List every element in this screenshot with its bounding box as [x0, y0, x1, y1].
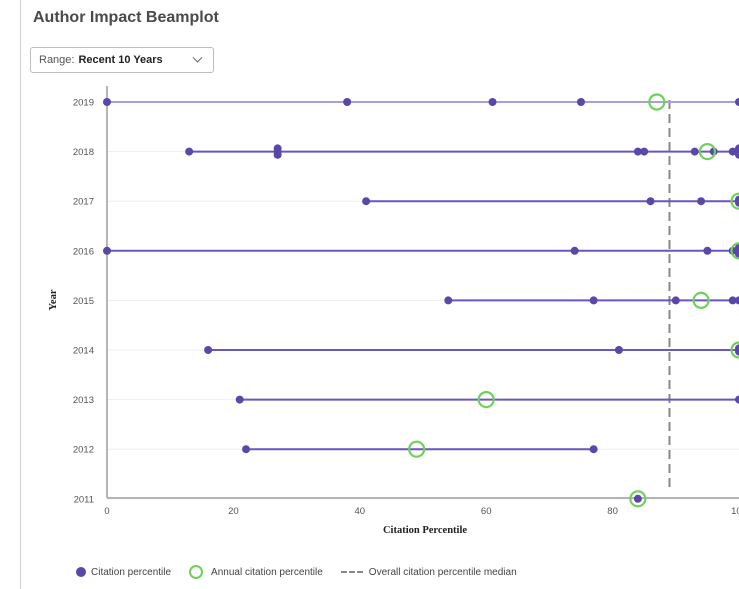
range-dropdown[interactable]: Range: Recent 10 Years: [30, 47, 214, 73]
range-value: Recent 10 Years: [78, 54, 163, 66]
annual-ring: [648, 93, 666, 111]
citation-point: [488, 98, 497, 106]
citation-point: [614, 346, 623, 354]
annual-ring: [408, 440, 426, 458]
citation-point: [577, 98, 585, 106]
annual-ring: [692, 291, 710, 309]
x-tick-label: 80: [607, 506, 618, 517]
citation-point: [185, 147, 194, 156]
citation-point: [728, 296, 737, 305]
legend-item-citation: Citation percentile: [76, 567, 171, 578]
citation-point: [633, 494, 642, 503]
x-tick-label: 60: [481, 506, 492, 517]
y-tick-label: 2018: [73, 147, 94, 158]
citation-point: [697, 197, 706, 206]
y-tick-label: 2016: [73, 246, 94, 257]
annual-ring: [730, 242, 739, 260]
legend-citation-label: Citation percentile: [91, 566, 172, 578]
citation-point: [735, 395, 739, 404]
citation-point: [703, 246, 712, 255]
y-tick-label: 2015: [73, 296, 94, 307]
range-label: Range:: [39, 54, 75, 66]
annual-ring: [730, 341, 739, 359]
citation-point: [633, 147, 642, 156]
y-tick-label: 2019: [73, 98, 94, 109]
x-tick-label: 100: [731, 506, 739, 517]
legend-item-median: Overall citation percentile median: [340, 566, 517, 578]
citation-point: [570, 246, 579, 255]
x-axis-title: Citation Percentile: [383, 525, 467, 536]
annual-ring: [730, 192, 739, 210]
citation-point: [728, 147, 737, 156]
citation-point: [589, 296, 598, 305]
annual-ring: [698, 143, 717, 161]
citation-point: [735, 296, 739, 305]
y-tick-label: 2012: [73, 445, 94, 456]
citation-point: [735, 250, 739, 258]
citation-point: [343, 98, 352, 106]
citation-point: [671, 296, 680, 305]
legend-median-label: Overall citation percentile median: [368, 566, 517, 578]
y-tick-label: 2013: [73, 395, 94, 406]
panel-title: Author Impact Beamplot: [33, 9, 219, 26]
citation-point: [273, 150, 282, 159]
x-tick-label: 0: [104, 506, 109, 517]
citation-point: [444, 296, 453, 305]
citation-point: [640, 147, 649, 156]
legend-ring-icon: [189, 565, 204, 579]
citation-point: [103, 98, 111, 106]
citation-point: [589, 445, 598, 454]
y-tick-label: 2017: [73, 197, 94, 208]
citation-point: [735, 150, 739, 159]
citation-point: [735, 347, 739, 356]
citation-point: [362, 197, 371, 206]
legend-annual-label: Annual citation percentile: [211, 566, 323, 578]
y-tick-label: 2011: [74, 494, 94, 505]
legend-dot-icon: [76, 567, 86, 577]
annual-ring: [629, 490, 647, 508]
citation-point: [235, 395, 244, 404]
y-axis-title: Year: [48, 289, 59, 310]
annual-ring: [477, 391, 495, 409]
citation-point: [646, 197, 655, 206]
x-tick-label: 20: [228, 506, 239, 517]
citation-point: [103, 246, 111, 255]
panel-border: [20, 0, 21, 589]
chart-legend: Citation percentile Annual citation perc…: [76, 565, 535, 579]
legend-dash-icon: [340, 571, 363, 573]
beamplot-chart: 2019 2018 2017 2016 2015 2014 2013 2012 2011 0 20 4…: [48, 86, 739, 536]
legend-item-annual: Annual citation percentile: [189, 565, 323, 579]
citation-point: [690, 147, 699, 156]
citation-point: [204, 346, 213, 354]
citation-point: [735, 198, 739, 207]
citation-point: [735, 98, 739, 106]
citation-point: [242, 445, 251, 454]
y-tick-label: 2014: [73, 346, 94, 357]
x-tick-label: 40: [355, 506, 366, 517]
